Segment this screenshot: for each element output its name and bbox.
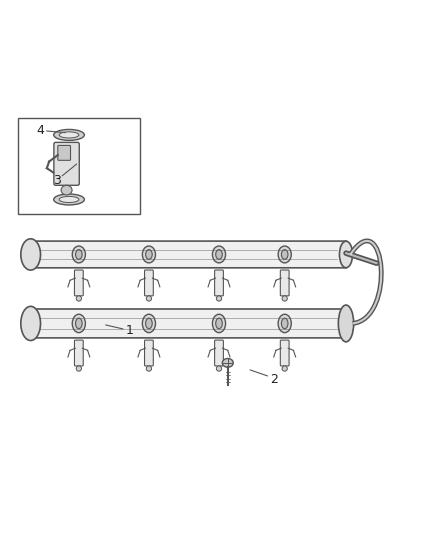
Ellipse shape <box>278 314 291 333</box>
FancyBboxPatch shape <box>145 340 153 366</box>
Ellipse shape <box>21 239 40 270</box>
FancyBboxPatch shape <box>29 309 347 338</box>
Ellipse shape <box>61 185 72 195</box>
Ellipse shape <box>145 249 152 259</box>
Ellipse shape <box>142 314 155 333</box>
Ellipse shape <box>145 318 152 329</box>
Ellipse shape <box>142 246 155 263</box>
Ellipse shape <box>278 246 291 263</box>
Ellipse shape <box>282 366 287 371</box>
FancyBboxPatch shape <box>58 146 71 160</box>
Ellipse shape <box>54 130 85 140</box>
FancyBboxPatch shape <box>29 241 347 268</box>
FancyBboxPatch shape <box>280 270 289 296</box>
Ellipse shape <box>212 314 226 333</box>
FancyBboxPatch shape <box>74 340 83 366</box>
Ellipse shape <box>338 305 354 342</box>
Ellipse shape <box>146 296 152 301</box>
Ellipse shape <box>215 318 222 329</box>
FancyBboxPatch shape <box>280 340 289 366</box>
Ellipse shape <box>76 318 82 329</box>
Text: 3: 3 <box>53 174 61 187</box>
Ellipse shape <box>76 366 81 371</box>
Ellipse shape <box>216 366 222 371</box>
FancyBboxPatch shape <box>215 270 223 296</box>
Ellipse shape <box>223 359 233 367</box>
FancyBboxPatch shape <box>74 270 83 296</box>
FancyBboxPatch shape <box>215 340 223 366</box>
Text: 1: 1 <box>125 324 133 336</box>
Ellipse shape <box>59 132 79 138</box>
Ellipse shape <box>76 249 82 259</box>
Ellipse shape <box>339 309 353 338</box>
Ellipse shape <box>281 318 288 329</box>
Text: 4: 4 <box>36 124 44 137</box>
Ellipse shape <box>215 249 222 259</box>
FancyBboxPatch shape <box>54 142 79 185</box>
Ellipse shape <box>281 249 288 259</box>
Ellipse shape <box>212 246 226 263</box>
FancyBboxPatch shape <box>145 270 153 296</box>
Ellipse shape <box>282 296 287 301</box>
Bar <box>18 118 140 214</box>
Text: 2: 2 <box>270 373 278 385</box>
Ellipse shape <box>59 197 79 203</box>
Ellipse shape <box>76 296 81 301</box>
Ellipse shape <box>216 296 222 301</box>
Ellipse shape <box>54 194 85 205</box>
Ellipse shape <box>21 306 40 341</box>
Ellipse shape <box>72 246 85 263</box>
Ellipse shape <box>146 366 152 371</box>
Ellipse shape <box>339 241 353 268</box>
Ellipse shape <box>72 314 85 333</box>
